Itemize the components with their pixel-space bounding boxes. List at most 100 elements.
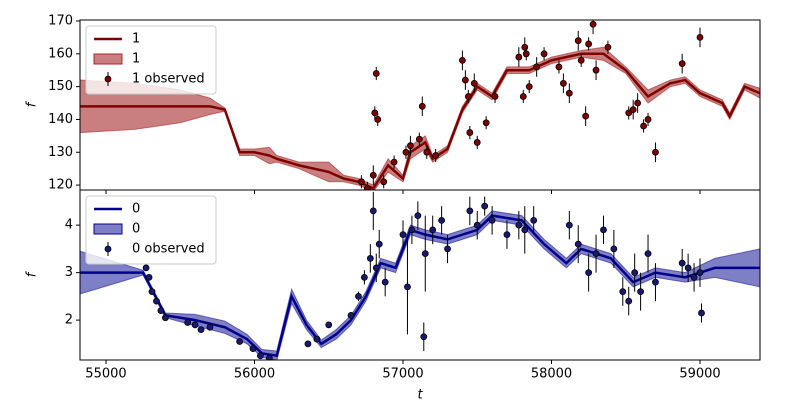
- observed-point: [521, 43, 529, 51]
- observed-point: [358, 178, 365, 186]
- plot-area: [80, 191, 760, 360]
- mean-line: [80, 214, 760, 358]
- legend-frame: [85, 25, 217, 95]
- observed-point: [644, 116, 652, 123]
- observed-point: [634, 99, 642, 107]
- observed-point: [161, 314, 169, 322]
- observed-point: [390, 158, 398, 166]
- observed-point: [503, 231, 511, 239]
- y-tick-label: 130: [48, 145, 73, 160]
- observed-point: [604, 43, 612, 51]
- observed-point: [589, 20, 597, 28]
- legend-patch: [93, 53, 123, 65]
- observed-point: [206, 323, 214, 331]
- observed-point: [600, 226, 607, 234]
- observed-point: [519, 93, 527, 100]
- observed-point: [610, 245, 618, 253]
- y-tick-label: 140: [48, 112, 73, 127]
- observed-point: [652, 148, 659, 156]
- observed-point: [592, 250, 600, 258]
- observed-point: [491, 93, 499, 100]
- observed-point: [257, 352, 264, 360]
- legend: 0 0 0 observed: [85, 195, 217, 265]
- observed-point: [530, 216, 538, 224]
- observed-point: [678, 60, 686, 68]
- observed-point: [153, 297, 160, 305]
- observed-point: [432, 152, 440, 159]
- observed-point: [555, 63, 563, 71]
- observed-point: [466, 129, 474, 136]
- observed-point: [565, 221, 573, 229]
- observed-point: [644, 250, 652, 258]
- axes-frame: [79, 189, 761, 361]
- observed-point: [414, 212, 422, 220]
- observed-point: [690, 273, 698, 281]
- panel: 2 3 4 55000 56000 57000 58000 59000 f t 0 0 0 observ…: [25, 189, 761, 400]
- observed-point: [625, 297, 633, 305]
- observed-point: [423, 148, 431, 156]
- observed-point: [304, 340, 312, 348]
- legend: 1 1 1 observed: [85, 25, 217, 95]
- observed-point: [640, 122, 647, 130]
- observed-point: [415, 135, 423, 143]
- observed-point: [525, 83, 533, 91]
- y-tick-label: 2: [65, 313, 73, 328]
- observed-point: [325, 321, 333, 329]
- mean-line: [80, 52, 760, 190]
- legend-label: 1: [132, 52, 140, 67]
- observed-point: [696, 33, 704, 41]
- observed-point: [565, 89, 573, 97]
- confidence-band: [80, 210, 760, 360]
- observed-point: [374, 116, 382, 123]
- observed-point: [631, 269, 639, 277]
- observed-point: [577, 56, 585, 64]
- y-tick-label: 170: [48, 13, 73, 28]
- observed-point: [157, 307, 165, 315]
- y-tick-label: 150: [48, 79, 73, 94]
- x-tick-label: 56000: [234, 367, 275, 382]
- legend-marker: [104, 75, 112, 83]
- observed-point: [461, 76, 469, 84]
- observed-point: [625, 109, 633, 117]
- legend-label: 1 observed: [132, 72, 205, 87]
- observed-point: [574, 240, 582, 248]
- observed-point: [696, 269, 704, 277]
- observed-point: [184, 319, 192, 326]
- observed-point: [313, 335, 321, 343]
- observed-point: [145, 273, 153, 281]
- observed-point: [574, 37, 582, 45]
- y-tick-label: 160: [48, 46, 73, 61]
- y-tick-label: 3: [65, 265, 73, 280]
- observed-point: [360, 273, 368, 281]
- observed-point: [540, 50, 548, 58]
- observed-point: [347, 311, 355, 319]
- observed-point: [369, 171, 377, 179]
- observed-point: [197, 326, 205, 334]
- observed-point: [466, 207, 474, 215]
- observed-point: [515, 221, 523, 229]
- x-tick-label: 58000: [531, 367, 572, 382]
- observed-point: [372, 70, 380, 77]
- y-axis-label: f: [25, 100, 40, 107]
- y-tick-label: 4: [65, 218, 73, 233]
- y-tick-label: 120: [48, 178, 73, 193]
- observed-point: [363, 184, 371, 190]
- observed-point: [148, 288, 156, 296]
- legend-label: 0 observed: [132, 242, 205, 257]
- panel: 120 130 140 150 160 170 f 1 1 1 observed: [25, 13, 761, 194]
- observed-point: [375, 240, 383, 248]
- legend-label: 0: [132, 222, 140, 237]
- observed-point: [371, 109, 379, 117]
- legend-marker: [104, 245, 112, 253]
- observed-point: [473, 221, 481, 229]
- legend-label: 0: [132, 202, 140, 217]
- x-tick-label: 55000: [85, 367, 126, 382]
- observed-point: [366, 254, 374, 262]
- observed-point: [482, 119, 490, 127]
- observed-point: [464, 93, 472, 100]
- observed-point: [652, 278, 659, 286]
- observed-point: [629, 106, 637, 113]
- observed-point: [381, 278, 389, 286]
- observed-point: [408, 226, 416, 234]
- observed-point: [402, 148, 410, 156]
